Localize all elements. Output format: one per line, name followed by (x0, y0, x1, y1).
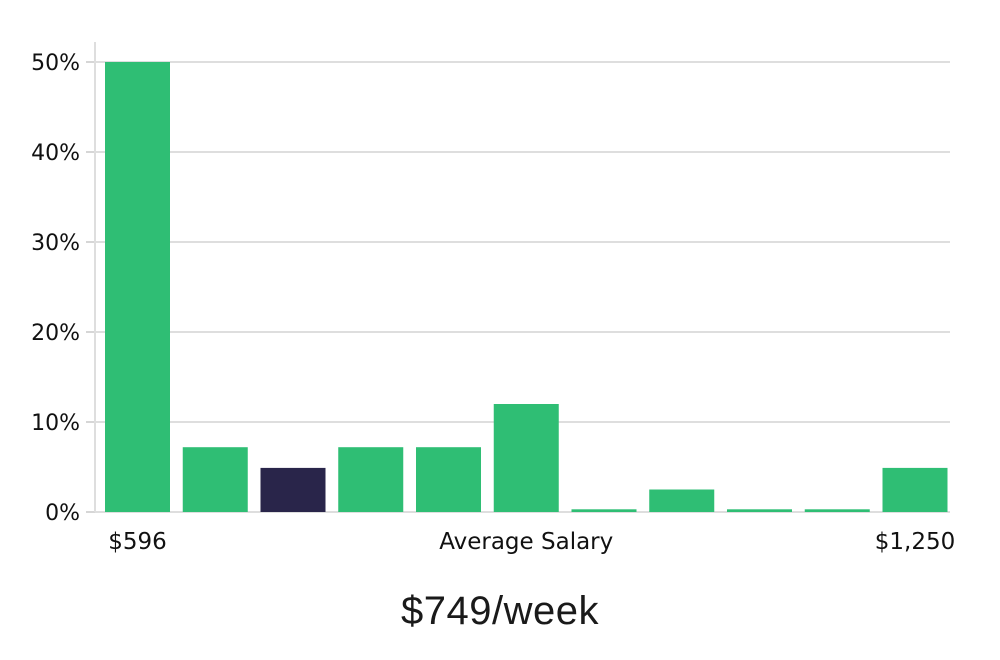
bar-9 (804, 509, 870, 512)
y-axis: 0% 10% 20% 30% 40% 50% (31, 42, 96, 526)
y-tick-label-20%: 20% (31, 321, 80, 346)
chart-title: $749/week (401, 589, 599, 633)
y-tick-label-10%: 10% (31, 411, 80, 436)
x-label--596: $596 (108, 529, 167, 555)
bar-0 (105, 62, 170, 512)
salary-histogram-chart: 0% 10% 20% 30% 40% 50% $596 Average Salary $1,2… (31, 42, 955, 555)
bar-7 (649, 489, 715, 512)
x-label--1-250: $1,250 (875, 529, 955, 555)
bar-5 (493, 404, 559, 512)
bar-3 (338, 447, 404, 512)
bar-6 (571, 509, 637, 512)
x-axis-labels: $596 Average Salary $1,250 (108, 529, 955, 555)
bar-8 (727, 509, 792, 512)
bar-1 (182, 447, 248, 512)
y-tick-label-40%: 40% (31, 141, 80, 166)
bar-4 (416, 447, 481, 512)
y-tick-label-30%: 30% (31, 231, 80, 256)
bar-10 (882, 467, 948, 512)
bar-2 (260, 467, 326, 512)
x-label-average-salary: Average Salary (439, 529, 613, 555)
bars (105, 62, 948, 512)
y-tick-label-50%: 50% (31, 51, 80, 76)
y-tick-label-0%: 0% (45, 501, 80, 526)
